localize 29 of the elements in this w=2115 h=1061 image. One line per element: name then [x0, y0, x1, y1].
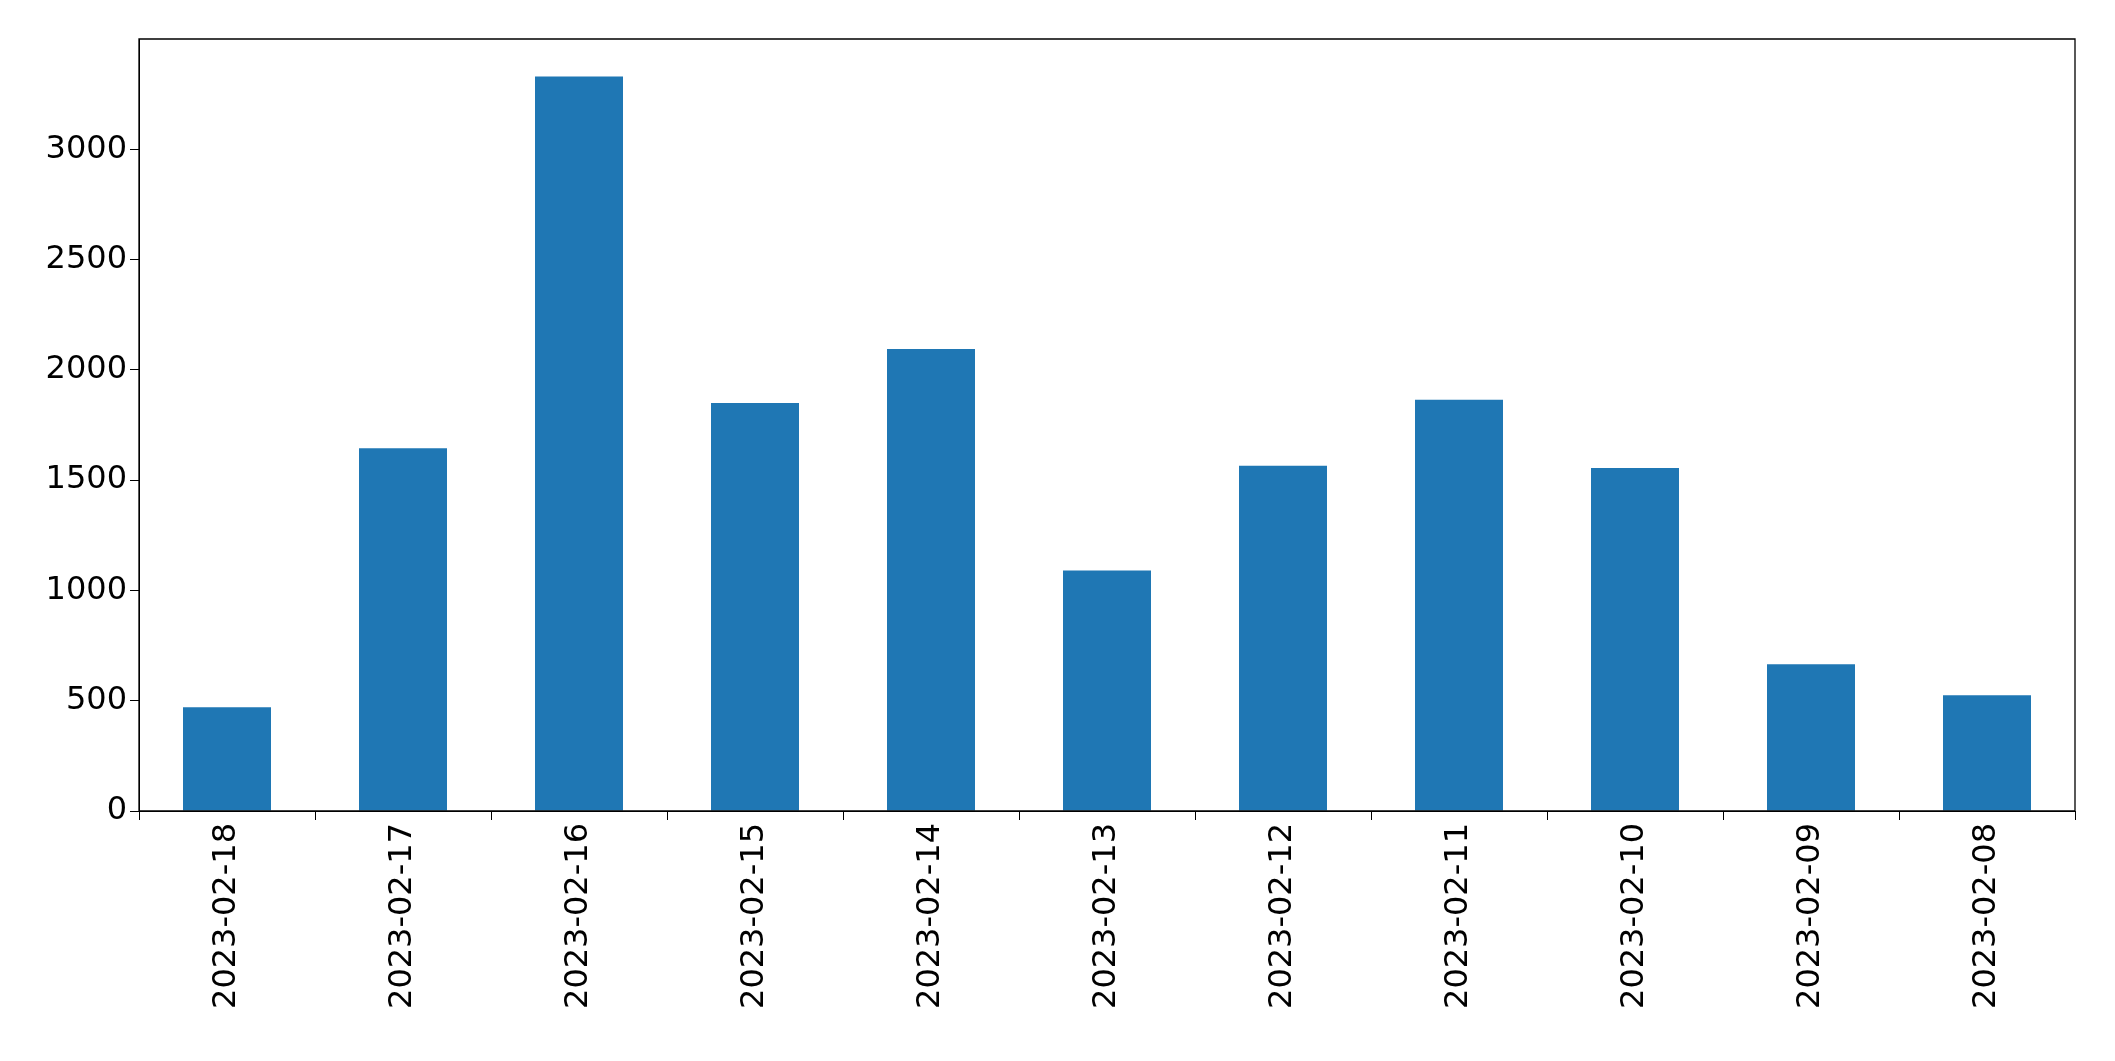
x-tick-label: 2023-02-15	[733, 823, 772, 1009]
x-tick-label: 2023-02-14	[909, 823, 948, 1009]
x-tick-label: 2023-02-11	[1437, 823, 1476, 1009]
y-tick-label: 2000	[45, 348, 127, 387]
bar	[1063, 570, 1151, 811]
x-tick-label: 2023-02-16	[557, 823, 596, 1009]
bar	[1943, 695, 2031, 811]
y-tick-label: 1000	[45, 568, 127, 607]
x-tick-label: 2023-02-08	[1965, 823, 2004, 1009]
y-tick-label: 3000	[45, 127, 127, 166]
y-tick-label: 0	[106, 789, 127, 828]
x-tick-label: 2023-02-13	[1085, 823, 1124, 1009]
x-tick-label: 2023-02-12	[1261, 823, 1300, 1009]
x-tick-label: 2023-02-09	[1789, 823, 1828, 1009]
x-tick-label: 2023-02-17	[381, 823, 420, 1009]
bar	[887, 348, 975, 811]
x-tick-label: 2023-02-10	[1613, 823, 1652, 1009]
bar	[1415, 399, 1503, 811]
bar	[1591, 468, 1679, 811]
bar	[711, 402, 799, 811]
bar	[1239, 465, 1327, 811]
bar	[535, 76, 623, 811]
x-tick-label: 2023-02-18	[205, 823, 244, 1009]
y-tick-label: 1500	[45, 458, 127, 497]
y-tick-label: 500	[65, 679, 127, 718]
bar	[183, 707, 271, 811]
bar	[1767, 664, 1855, 811]
y-tick-label: 2500	[45, 237, 127, 276]
bar	[359, 448, 447, 811]
